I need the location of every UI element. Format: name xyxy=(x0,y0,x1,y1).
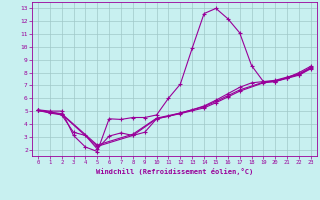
X-axis label: Windchill (Refroidissement éolien,°C): Windchill (Refroidissement éolien,°C) xyxy=(96,168,253,175)
